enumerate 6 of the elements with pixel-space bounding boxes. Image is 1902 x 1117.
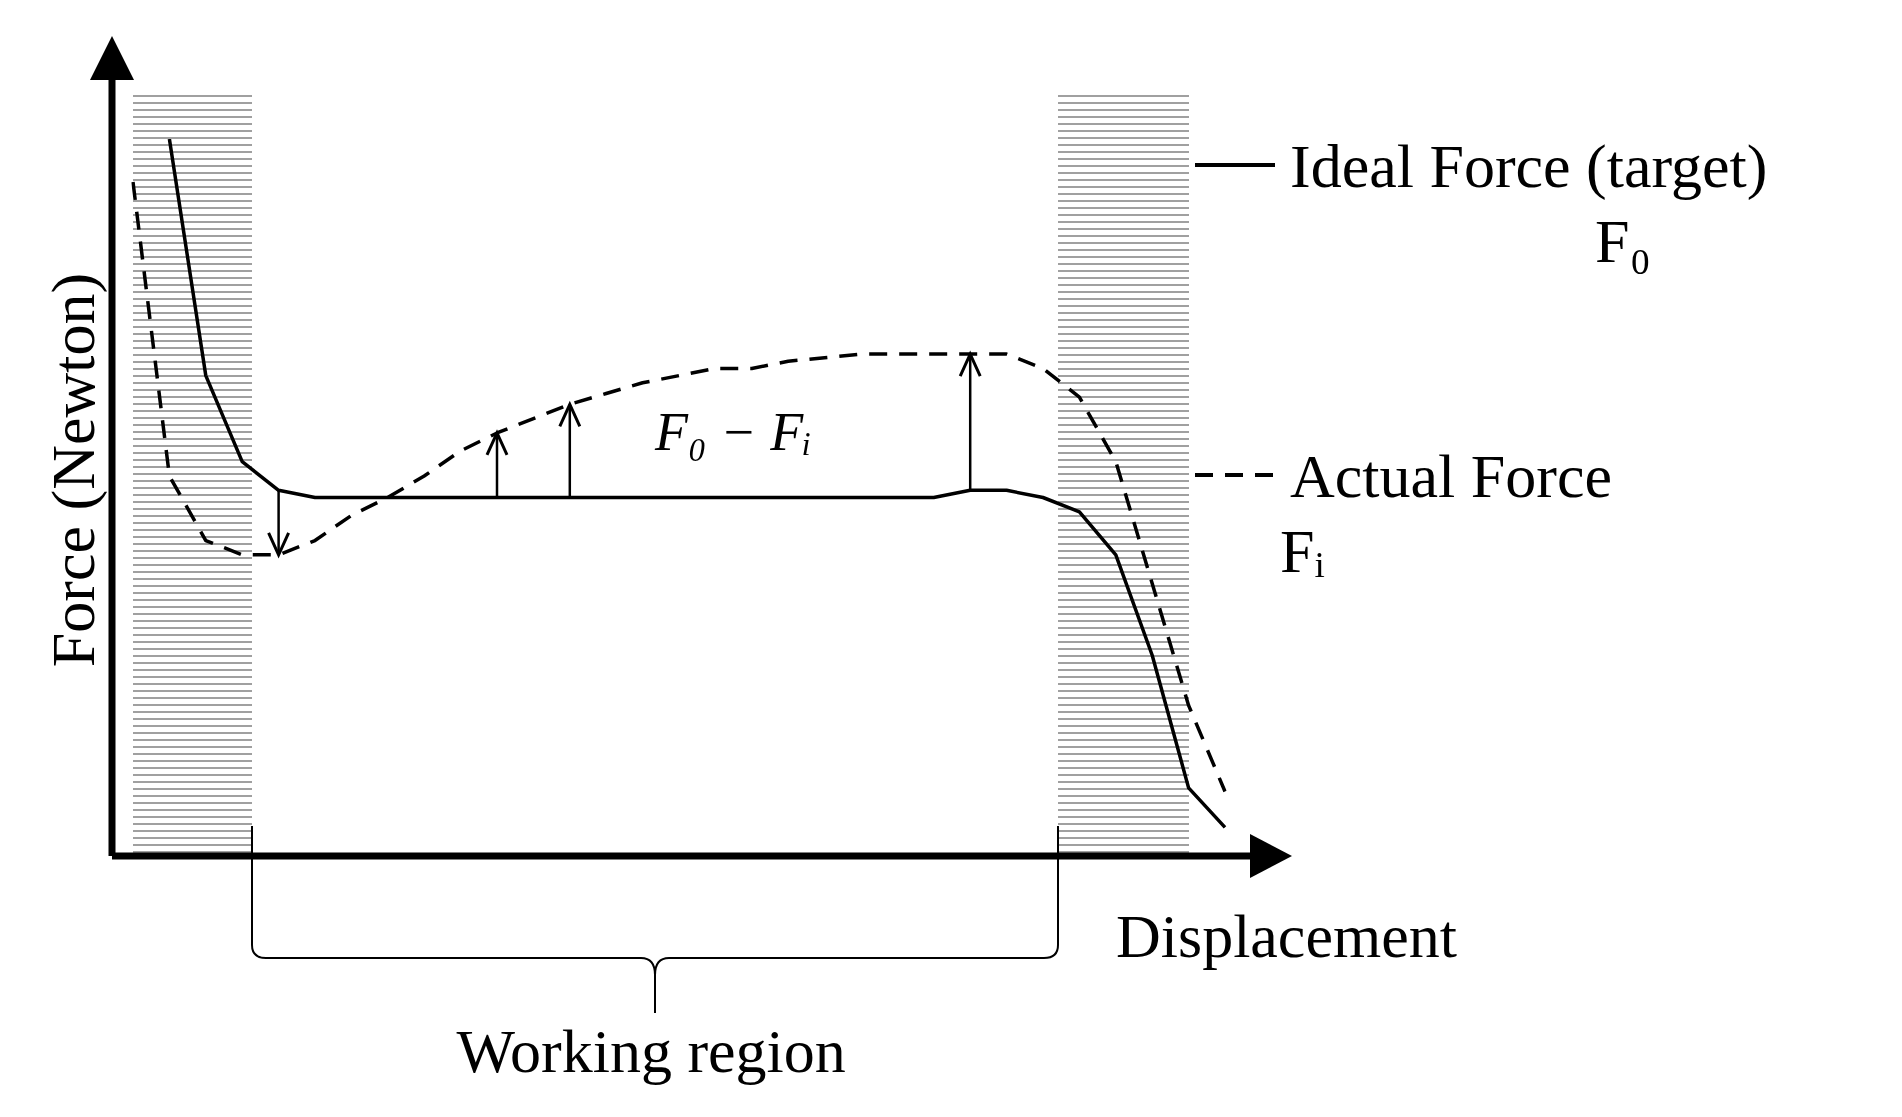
- legend-label: Actual Force Fᵢ: [1280, 442, 1612, 585]
- text: Working region: [456, 1017, 846, 1085]
- y-axis-title: Force (Newton): [39, 272, 108, 668]
- x-axis-title: Displacement: [1116, 902, 1457, 970]
- legend-label: Ideal Force (target) F₀: [1290, 132, 1768, 275]
- annotation: F₀ − Fᵢ: [655, 402, 812, 462]
